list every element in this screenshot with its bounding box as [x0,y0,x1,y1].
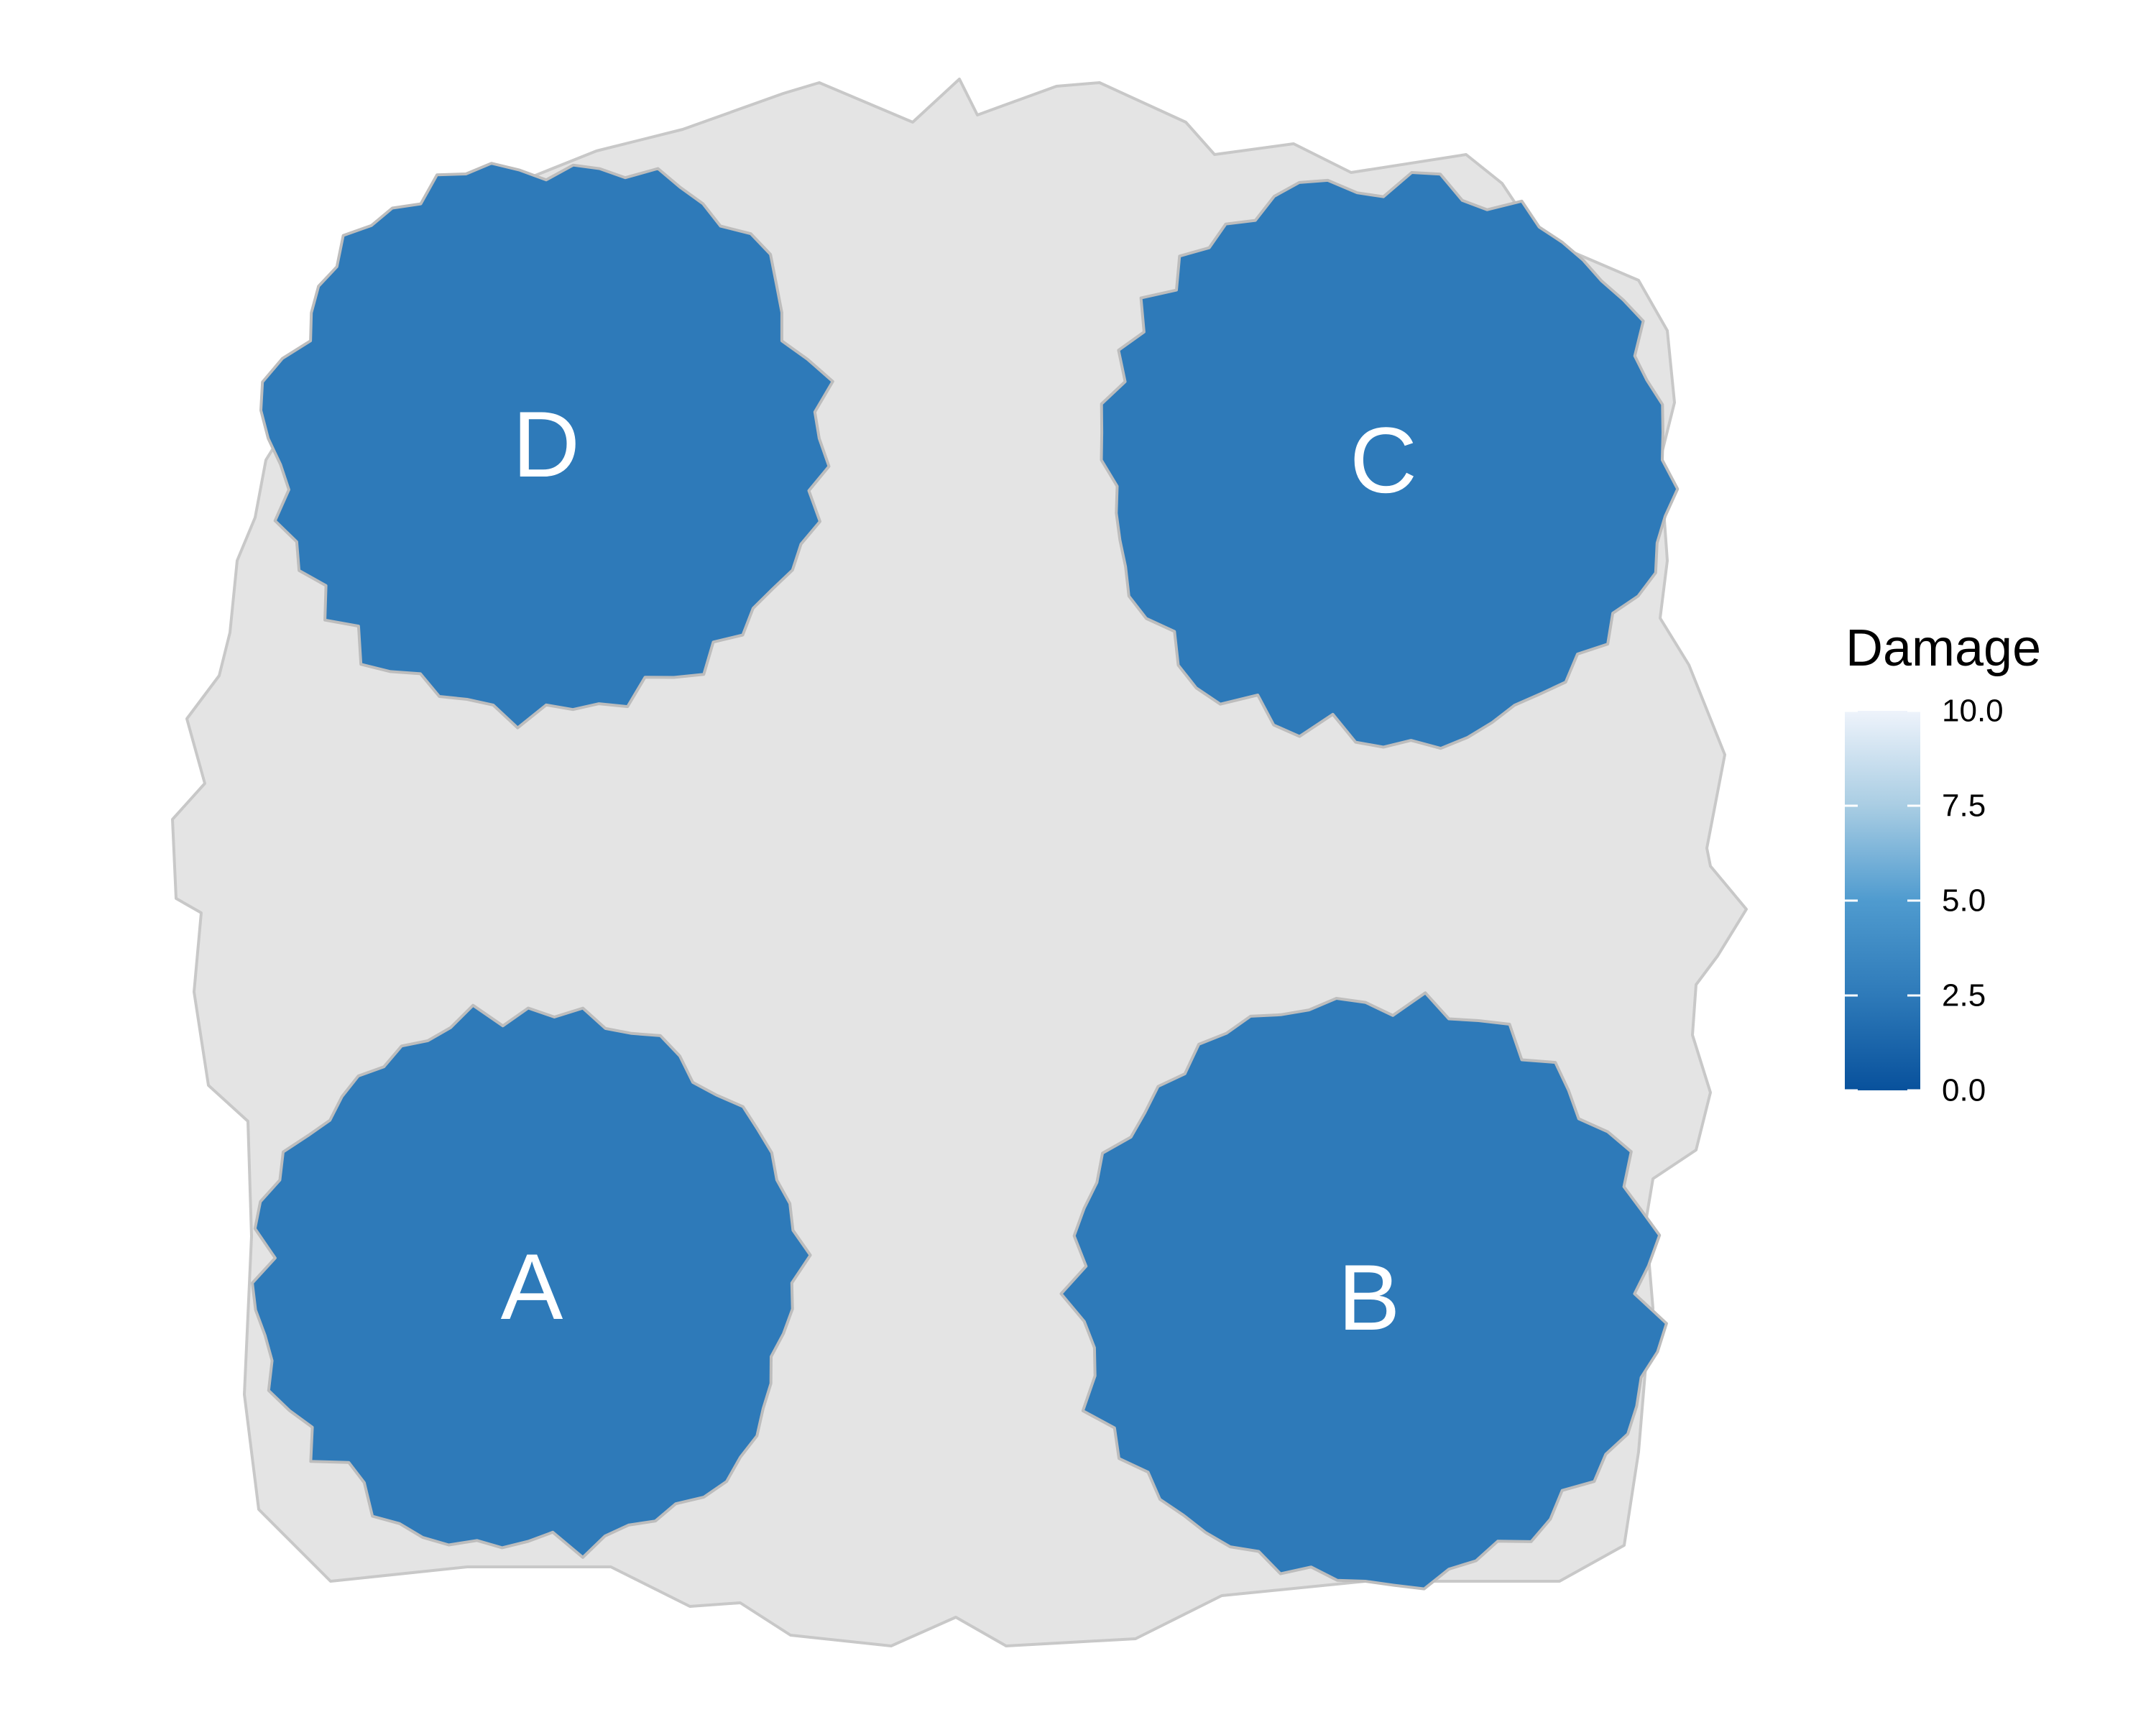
region-d [259,162,834,730]
region-label-a: A [501,1234,563,1339]
legend-tick-label: 7.5 [1942,788,1986,824]
legend-title: Damage [1846,620,2041,677]
legend-tick-label: 0.0 [1942,1073,1986,1108]
legend: Damage 0.0 2.5 5.0 7.5 10.0 [1845,620,2041,1108]
region-label-d: D [512,392,580,497]
region-b [1059,991,1668,1591]
region-a [251,1003,812,1559]
legend-tick-label: 2.5 [1942,978,1986,1013]
legend-tick-label: 5.0 [1942,883,1986,919]
region-label-b: B [1338,1245,1401,1350]
legend-tick-label: 10.0 [1942,694,2004,729]
region-c [1100,171,1680,750]
region-label-c: C [1350,408,1417,512]
